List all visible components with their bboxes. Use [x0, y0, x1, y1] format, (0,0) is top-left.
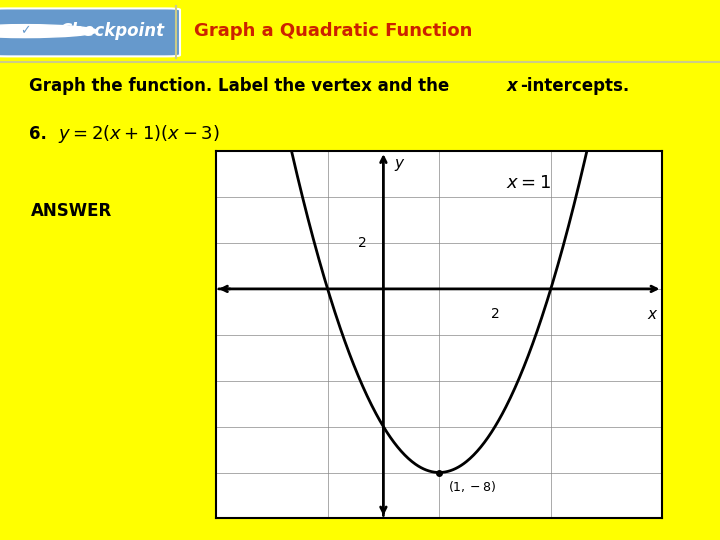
Text: y: y — [395, 156, 403, 171]
Text: x: x — [648, 307, 657, 322]
Circle shape — [0, 25, 97, 38]
Text: x: x — [507, 77, 518, 96]
Text: $x = 1$: $x = 1$ — [506, 174, 551, 192]
Text: ANSWER: ANSWER — [32, 201, 112, 220]
Text: 2: 2 — [358, 236, 366, 250]
Text: Graph the function. Label the vertex and the: Graph the function. Label the vertex and… — [29, 77, 455, 96]
FancyBboxPatch shape — [0, 9, 180, 56]
Text: 2: 2 — [490, 307, 500, 321]
Text: $y = 2(x + 1)(x - 3)$: $y = 2(x + 1)(x - 3)$ — [58, 123, 219, 145]
Text: Checkpoint: Checkpoint — [59, 22, 164, 40]
Text: 6.: 6. — [29, 125, 47, 143]
Text: $(1, -8)$: $(1, -8)$ — [448, 480, 496, 495]
Text: ✓: ✓ — [20, 25, 30, 38]
Text: Graph a Quadratic Function: Graph a Quadratic Function — [194, 22, 473, 40]
Text: -intercepts.: -intercepts. — [520, 77, 629, 96]
